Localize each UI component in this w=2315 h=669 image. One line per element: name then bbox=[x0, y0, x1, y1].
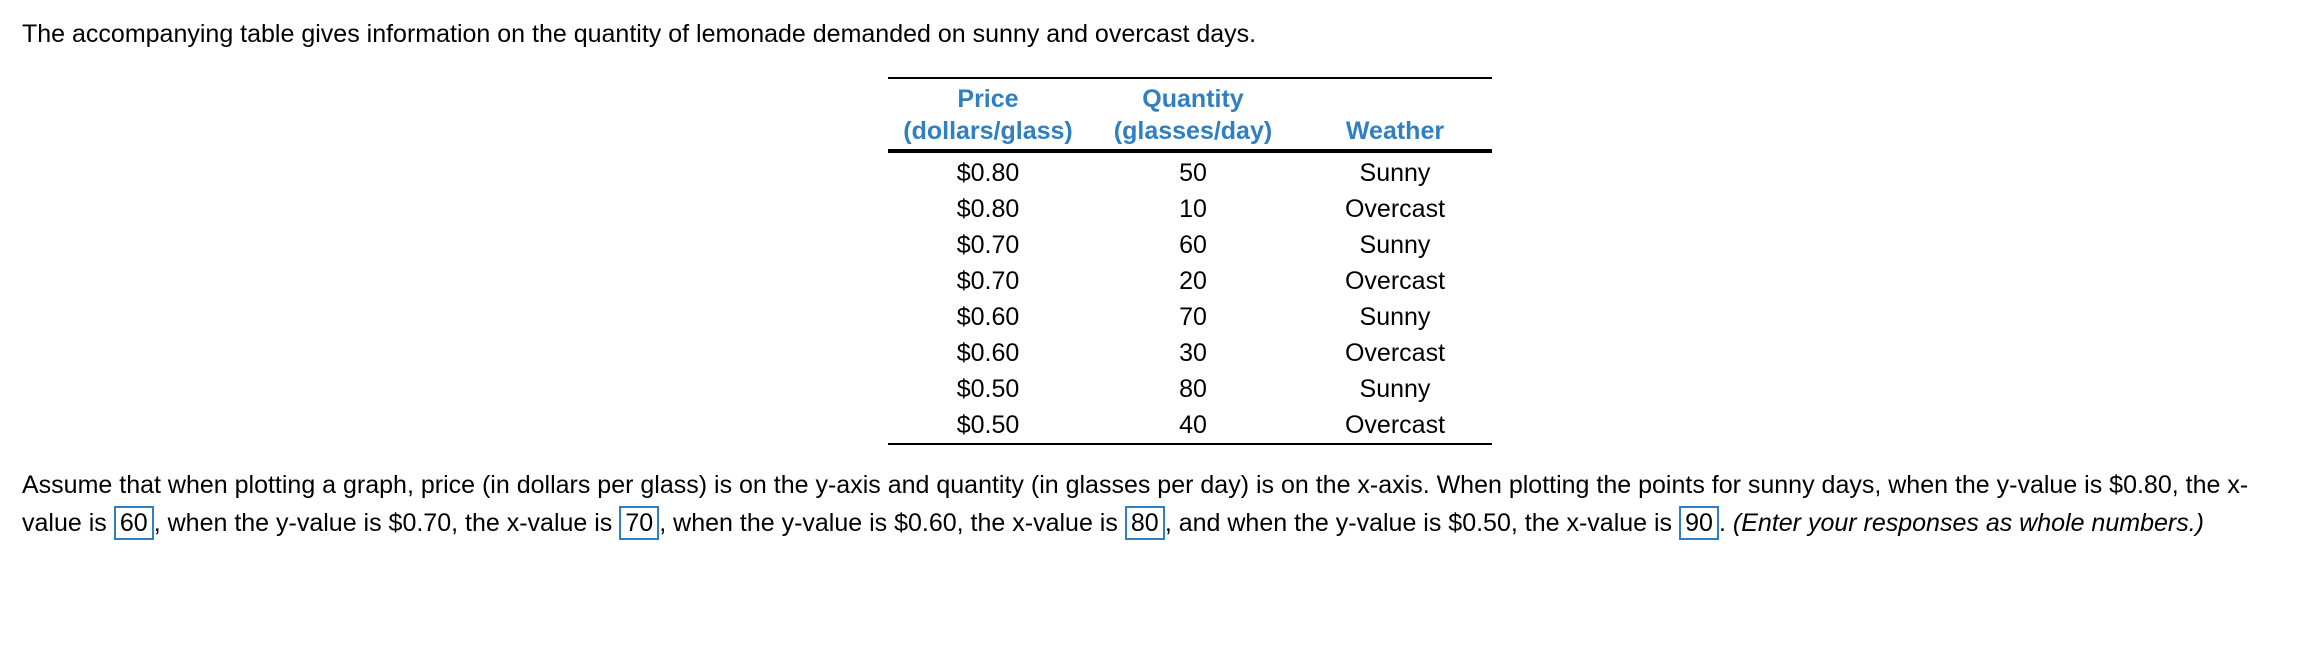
table-row: $0.80 50 Sunny bbox=[888, 151, 1492, 191]
header-weather: Weather bbox=[1298, 78, 1492, 153]
cell-weather: Sunny bbox=[1359, 375, 1431, 403]
header-quantity-line1: Quantity bbox=[1142, 85, 1244, 113]
header-quantity-line2: (glasses/day) bbox=[1113, 117, 1273, 145]
answer-box-2[interactable]: 70 bbox=[619, 506, 660, 540]
cell-weather: Sunny bbox=[1359, 231, 1431, 259]
question-text-part4: , and when the y-value is $0.50, the x-v… bbox=[1164, 509, 1673, 537]
cell-quantity: 60 bbox=[1179, 231, 1207, 259]
table-row: $0.50 40 Overcast bbox=[888, 407, 1492, 444]
cell-quantity: 10 bbox=[1179, 195, 1207, 223]
answer-box-1[interactable]: 60 bbox=[113, 506, 154, 540]
cell-quantity: 30 bbox=[1179, 339, 1207, 367]
header-weather-label: Weather bbox=[1345, 117, 1445, 145]
cell-weather: Overcast bbox=[1344, 195, 1446, 223]
cell-price: $0.70 bbox=[956, 231, 1020, 259]
table-row: $0.70 20 Overcast bbox=[888, 263, 1492, 299]
answer-box-4[interactable]: 90 bbox=[1679, 506, 1720, 540]
header-quantity: Quantity (glasses/day) bbox=[1088, 78, 1298, 153]
table-row: $0.60 70 Sunny bbox=[888, 299, 1492, 335]
cell-quantity: 20 bbox=[1179, 267, 1207, 295]
table-header-row: Price (dollars/glass) Quantity (glasses/… bbox=[888, 78, 1492, 153]
cell-weather: Overcast bbox=[1344, 339, 1446, 367]
cell-price: $0.60 bbox=[956, 303, 1020, 331]
question-text-part1: Assume that when plotting a graph, price… bbox=[22, 471, 2249, 537]
question-paragraph: Assume that when plotting a graph, price… bbox=[22, 466, 2292, 542]
intro-text: The accompanying table gives information… bbox=[22, 20, 1257, 48]
cell-quantity: 50 bbox=[1179, 159, 1207, 187]
cell-price: $0.70 bbox=[956, 267, 1020, 295]
question-text-part2: , when the y-value is $0.70, the x-value… bbox=[153, 509, 613, 537]
instruction-note: (Enter your responses as whole numbers.) bbox=[1732, 509, 2204, 537]
demand-table-container: Price (dollars/glass) Quantity (glasses/… bbox=[888, 77, 1492, 445]
cell-price: $0.60 bbox=[956, 339, 1020, 367]
cell-price: $0.80 bbox=[956, 195, 1020, 223]
cell-weather: Overcast bbox=[1344, 411, 1446, 439]
header-price-line1: Price bbox=[957, 85, 1019, 113]
cell-price: $0.50 bbox=[956, 375, 1020, 403]
table-row: $0.70 60 Sunny bbox=[888, 227, 1492, 263]
header-price: Price (dollars/glass) bbox=[888, 78, 1088, 153]
cell-weather: Overcast bbox=[1344, 267, 1446, 295]
question-text-part5: . bbox=[1719, 509, 1726, 537]
cell-weather: Sunny bbox=[1359, 303, 1431, 331]
table-row: $0.60 30 Overcast bbox=[888, 335, 1492, 371]
demand-table: Price (dollars/glass) Quantity (glasses/… bbox=[888, 77, 1492, 445]
cell-quantity: 70 bbox=[1179, 303, 1207, 331]
cell-weather: Sunny bbox=[1359, 159, 1431, 187]
table-row: $0.50 80 Sunny bbox=[888, 371, 1492, 407]
cell-price: $0.80 bbox=[956, 159, 1020, 187]
question-text-part3: , when the y-value is $0.60, the x-value… bbox=[659, 509, 1118, 537]
cell-quantity: 80 bbox=[1179, 375, 1207, 403]
header-price-line2: (dollars/glass) bbox=[903, 117, 1073, 145]
answer-box-3[interactable]: 80 bbox=[1124, 506, 1165, 540]
cell-price: $0.50 bbox=[956, 411, 1020, 439]
table-row: $0.80 10 Overcast bbox=[888, 191, 1492, 227]
cell-quantity: 40 bbox=[1179, 411, 1207, 439]
